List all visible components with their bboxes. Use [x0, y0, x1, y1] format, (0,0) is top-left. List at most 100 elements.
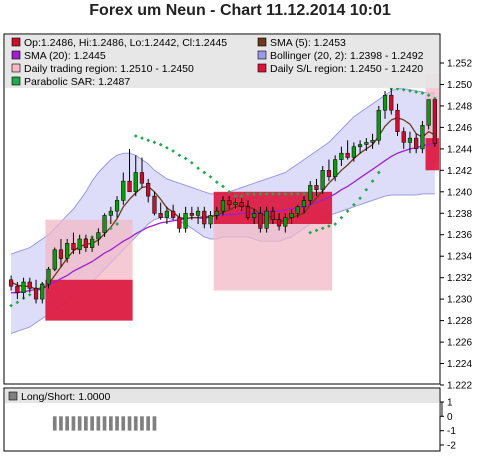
candle-body [58, 249, 64, 259]
candle [27, 277, 32, 293]
candle [314, 178, 319, 197]
candle-body [420, 125, 425, 150]
candle [171, 204, 176, 220]
sar-dot [239, 194, 244, 198]
candle [426, 99, 431, 130]
candle-body [401, 131, 406, 143]
candle [21, 277, 26, 300]
candle-body [214, 210, 219, 216]
sar-dot [376, 170, 381, 175]
candle [183, 206, 188, 233]
legend-label: SMA (5): 1.2453 [270, 37, 346, 49]
candle-body [158, 213, 163, 218]
long-short-bar [84, 416, 88, 431]
candle-body [40, 283, 45, 300]
legend-background [5, 35, 439, 88]
sar-dot [314, 228, 319, 233]
price-tick-label: 1.240 [447, 187, 472, 198]
sar-dot [177, 153, 182, 158]
sar-dot [277, 192, 281, 196]
long-short-plot [52, 402, 443, 431]
candle-body [96, 232, 101, 240]
price-tick-label: 1.244 [447, 144, 472, 155]
candle [227, 196, 232, 209]
candle [333, 155, 338, 182]
long-short-bar [140, 416, 144, 431]
sub-tick-label: 1 [447, 398, 453, 409]
candle-body [114, 200, 120, 212]
candle-body [407, 137, 413, 143]
long-short-legend: Long/Short: 1.0000 [5, 389, 439, 403]
candle [102, 213, 107, 237]
candle-body [195, 210, 201, 216]
candle-body [245, 206, 251, 218]
legend-label: Bollinger (20, 2): 1.2398 - 1.2492 [270, 50, 424, 62]
candle-body [90, 238, 95, 248]
price-tick-label: 1.252 [447, 59, 472, 70]
candle-body [270, 210, 275, 220]
candle [15, 282, 20, 300]
sar-dot [345, 209, 350, 213]
sar-dot [227, 189, 232, 194]
candle-body [189, 213, 194, 216]
sar-dot [183, 156, 188, 161]
sub-legend-swatch [8, 391, 18, 401]
sar-dot [152, 140, 157, 145]
sar-dot [171, 149, 175, 153]
sar-dot [364, 187, 369, 192]
price-tick-label: 1.222 [447, 381, 472, 392]
legend: Op:1.2486, Hi:1.2486, Lo:1.2442, Cl:1.24… [5, 35, 439, 88]
sar-dot [108, 226, 113, 231]
main-plot-area [8, 73, 439, 334]
price-tick-label: 1.242 [447, 166, 472, 177]
sub-legend-background [5, 389, 439, 403]
long-short-bar [439, 402, 443, 417]
legend-label: SMA (20): 1.2445 [24, 50, 106, 62]
candle [77, 234, 82, 255]
candle [395, 103, 400, 136]
candle-body [301, 200, 307, 208]
candle-body [252, 213, 257, 218]
price-axis: 1.222 1.224 1.226 1.228 1.230 1.232 1.234 1.236… [440, 59, 472, 392]
long-short-bar [109, 416, 113, 431]
long-short-bar [115, 416, 119, 431]
candle [389, 88, 394, 115]
candle-body [77, 238, 82, 250]
sar-dot [401, 87, 406, 92]
sub-tick-label: -2 [447, 441, 456, 452]
legend-swatch [11, 76, 21, 86]
candle [258, 206, 263, 233]
legend-label: Daily trading region: 1.2510 - 1.2450 [24, 63, 194, 75]
legend-swatch [257, 50, 267, 60]
price-tick-label: 1.228 [447, 316, 472, 327]
candle [177, 213, 182, 233]
sl-region [45, 279, 133, 321]
candle [339, 146, 344, 166]
candle [65, 239, 70, 263]
price-tick-label: 1.250 [447, 80, 472, 91]
sar-dot [327, 224, 331, 228]
candle [58, 239, 64, 267]
sar-dot [133, 134, 138, 138]
price-tick-label: 1.232 [447, 273, 472, 284]
candle [414, 133, 419, 154]
long-short-bar [71, 416, 76, 431]
sub-tick-label: -1 [447, 426, 456, 437]
long-short-bar [96, 416, 101, 431]
candle [146, 178, 151, 203]
sar-dot [252, 192, 257, 196]
candle [295, 204, 300, 218]
long-short-axis: 1 0 -1 -2 [440, 398, 456, 452]
price-tick-label: 1.230 [447, 295, 472, 306]
candle-body [295, 206, 300, 214]
candle [46, 266, 51, 289]
candle [158, 202, 163, 220]
candle-body [133, 172, 138, 193]
candle [152, 191, 157, 216]
candle [195, 206, 201, 224]
candle [208, 211, 213, 229]
long-short-bar [152, 416, 157, 431]
candle [420, 121, 425, 154]
sub-tick-label: 0 [447, 412, 453, 423]
legend-swatch [257, 37, 267, 47]
